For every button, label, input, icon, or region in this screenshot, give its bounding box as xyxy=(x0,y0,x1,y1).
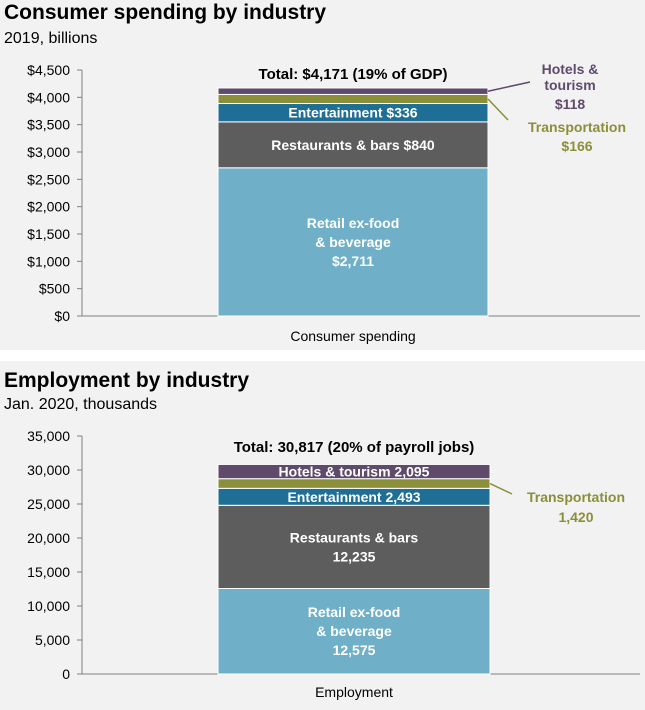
data-label-transportation: Transportation xyxy=(527,489,625,505)
y-tick-label: $4,500 xyxy=(27,62,70,78)
y-tick-label: 15,000 xyxy=(27,564,70,580)
y-tick-label: 30,000 xyxy=(27,462,70,478)
data-label-retail-ex-food-and-beverage: Retail ex-food xyxy=(308,604,401,620)
bar-segment-restaurants-and-bars xyxy=(217,121,489,169)
data-label-hotels-and-tourism: tourism xyxy=(544,77,595,93)
bar-segment-hotels-and-tourism xyxy=(217,87,489,95)
data-label-restaurants-and-bars: 12,235 xyxy=(333,548,376,564)
data-label-retail-ex-food-and-beverage: $2,711 xyxy=(332,253,374,269)
data-label-hotels-and-tourism: Hotels & tourism 2,095 xyxy=(279,464,430,480)
bar-segment-restaurants-and-bars xyxy=(217,504,491,589)
y-tick-label: $2,000 xyxy=(27,199,70,215)
y-tick-label: $2,500 xyxy=(27,171,70,187)
data-label-retail-ex-food-and-beverage: 12,575 xyxy=(333,642,376,658)
y-tick-label: 0 xyxy=(62,666,70,682)
y-tick-label: 25,000 xyxy=(27,496,70,512)
callout-line-transportation xyxy=(489,482,513,495)
bar-segment-retail-ex-food-and-beverage xyxy=(217,167,489,317)
y-tick-label: 10,000 xyxy=(27,598,70,614)
data-label-transportation: 1,420 xyxy=(558,509,593,525)
y-tick-label: $500 xyxy=(39,281,70,297)
x-category-label: Employment xyxy=(315,684,393,700)
callout-line-hotels-and-tourism xyxy=(487,81,531,92)
data-label-hotels-and-tourism: $118 xyxy=(555,96,586,112)
x-category-label: Consumer spending xyxy=(290,328,415,344)
data-label-restaurants-and-bars: Restaurants & bars $840 xyxy=(271,137,435,153)
callout-line-transportation xyxy=(487,98,509,121)
y-tick-label: 5,000 xyxy=(35,632,70,648)
bar-segment-hotels-and-tourism xyxy=(217,463,491,480)
data-label-transportation: $166 xyxy=(561,138,592,154)
data-label-restaurants-and-bars: Restaurants & bars xyxy=(290,529,419,545)
total-label: Total: 30,817 (20% of payroll jobs) xyxy=(234,439,475,456)
chart-title: Consumer spending by industry xyxy=(4,1,327,24)
data-label-entertainment: Entertainment 2,493 xyxy=(287,489,420,505)
chart-subtitle: Jan. 2020, thousands xyxy=(4,396,158,413)
total-label: Total: $4,171 (19% of GDP) xyxy=(259,66,448,83)
y-tick-label: 35,000 xyxy=(27,428,70,444)
data-label-transportation: Transportation xyxy=(528,119,626,135)
y-tick-label: $3,000 xyxy=(27,144,70,160)
consumer-spending-chart: $0 $500 $1,000 $1,500 $2,000 $2,500 $3,000 $3,5… xyxy=(27,61,640,344)
consumer-spending-panel: Consumer spending by industry 2019, bill… xyxy=(0,0,645,350)
chart-subtitle: 2019, billions xyxy=(4,30,98,47)
y-tick-label: $3,500 xyxy=(27,117,70,133)
data-label-entertainment: Entertainment $336 xyxy=(288,105,417,121)
y-tick-label: $0 xyxy=(54,308,70,324)
y-tick-label: $1,000 xyxy=(27,253,70,269)
employment-panel: Employment by industry Jan. 2020, thousa… xyxy=(0,361,645,710)
chart-title: Employment by industry xyxy=(4,369,250,392)
bar-segment-transportation xyxy=(217,93,489,105)
y-tick-label: $4,000 xyxy=(27,89,70,105)
employment-chart: 0 5,000 10,000 15,000 20,000 25,000 30,000 35,0… xyxy=(27,428,640,700)
bar-segment-transportation xyxy=(217,478,491,489)
data-label-retail-ex-food-and-beverage: & beverage xyxy=(315,234,391,250)
y-tick-label: $1,500 xyxy=(27,226,70,242)
y-tick-label: 20,000 xyxy=(27,530,70,546)
data-label-retail-ex-food-and-beverage: & beverage xyxy=(316,623,392,639)
data-label-retail-ex-food-and-beverage: Retail ex-food xyxy=(307,215,400,231)
bar-segment-retail-ex-food-and-beverage xyxy=(217,587,491,675)
data-label-hotels-and-tourism: Hotels & xyxy=(542,61,599,77)
